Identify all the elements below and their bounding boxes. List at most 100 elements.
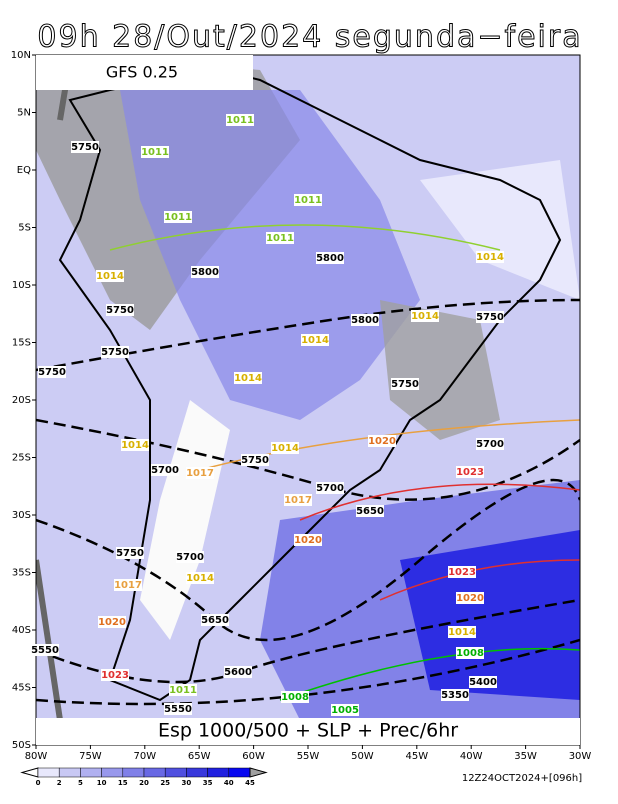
lat-label: 25S [12, 453, 31, 464]
contour-label-bg [456, 466, 484, 478]
lat-label: 45S [12, 683, 31, 694]
model-box [36, 55, 253, 90]
contour-label-bg [448, 566, 476, 578]
contour-label: 1017 [114, 580, 142, 591]
contour-label: 5350 [441, 690, 469, 701]
contour-label: 5800 [316, 253, 344, 264]
colorbar-bin [143, 767, 166, 778]
contour-label-bg [476, 438, 504, 450]
contour-label: 5800 [351, 315, 379, 326]
contour-label-bg [106, 304, 134, 316]
contour-label-bg [121, 439, 149, 451]
lat-label: 15S [12, 338, 31, 349]
contour-label-bg [331, 704, 359, 716]
lon-label: 30W [569, 751, 592, 762]
contour-label-bg [456, 647, 484, 659]
contour-label: 5700 [316, 483, 344, 494]
contour-label-bg [186, 572, 214, 584]
contour-label-bg [71, 141, 99, 153]
contour-label-bg [164, 703, 192, 715]
contour-label: 1020 [456, 593, 484, 604]
lon-label: 45W [405, 751, 428, 762]
contour-label: 5800 [191, 267, 219, 278]
colorbar-bin [164, 767, 187, 778]
contour-label-bg [234, 372, 262, 384]
contour-label-bg [356, 505, 384, 517]
contour-label-bg [151, 464, 179, 476]
contour-label-bg [176, 551, 204, 563]
contour-label: 5750 [71, 142, 99, 153]
contour-label: 1011 [294, 195, 322, 206]
contour-label: 5650 [356, 506, 384, 517]
contour-label: 1014 [121, 440, 149, 451]
colorbar-label: 20 [139, 779, 149, 787]
contour-label: 1008 [456, 648, 484, 659]
contour-label: 1020 [294, 535, 322, 546]
lat-label: 10N [11, 50, 31, 61]
caption: Esp 1000/500 + SLP + Prec/6hr [158, 720, 458, 742]
contour-label: 1023 [456, 467, 484, 478]
lat-label: 40S [12, 625, 31, 636]
lon-label: 75W [79, 751, 102, 762]
contour-label-bg [271, 442, 299, 454]
contour-label: 5700 [476, 439, 504, 450]
contour-label-bg [316, 482, 344, 494]
contour-label-bg [114, 579, 142, 591]
lat-label: 5S [18, 223, 31, 234]
contour-label-bg [448, 626, 476, 638]
contour-label-bg [201, 614, 229, 626]
contour-label: 1017 [284, 495, 312, 506]
contour-label-bg [351, 314, 379, 326]
lon-label: 50W [351, 751, 374, 762]
contour-label-bg [281, 691, 309, 703]
contour-label: 1011 [164, 212, 192, 223]
contour-label: 5700 [176, 552, 204, 563]
contour-label-bg [101, 669, 129, 681]
contour-label-bg [456, 592, 484, 604]
contour-label: 1011 [226, 115, 254, 126]
contour-label: 5550 [164, 704, 192, 715]
contour-label-bg [101, 346, 129, 358]
contour-label: 1014 [234, 373, 262, 384]
colorbar-label: 35 [203, 779, 213, 787]
contour-label: 5750 [476, 312, 504, 323]
contour-label-bg [301, 334, 329, 346]
lat-label: 35S [12, 568, 31, 579]
contour-label-bg [226, 114, 254, 126]
colorbar-bin [101, 767, 124, 778]
colorbar-max-arrow [249, 767, 268, 778]
contour-label-bg [476, 311, 504, 323]
contour-label-bg [164, 211, 192, 223]
contour-label: 5400 [469, 677, 497, 688]
lat-label: 10S [12, 280, 31, 291]
lat-label: 5N [17, 108, 31, 119]
contour-label-bg [191, 266, 219, 278]
colorbar-label: 15 [118, 779, 128, 787]
contour-label-bg [469, 676, 497, 688]
contour-label: 5750 [241, 455, 269, 466]
contour-label-bg [294, 194, 322, 206]
colorbar-label: 40 [224, 779, 234, 787]
colorbar-label: 10 [97, 779, 107, 787]
lat-label: 30S [12, 510, 31, 521]
contour-label: 1023 [101, 670, 129, 681]
colorbar-label: 0 [36, 779, 41, 787]
contour-label: 5750 [101, 347, 129, 358]
contour-label: 5750 [106, 305, 134, 316]
colorbar-label: 30 [182, 779, 192, 787]
contour-label: 1014 [476, 252, 504, 263]
contour-label-bg [316, 252, 344, 264]
contour-label-bg [476, 251, 504, 263]
contour-label: 5650 [201, 615, 229, 626]
contour-label-bg [169, 684, 197, 696]
contour-label-bg [441, 689, 469, 701]
model-label: GFS 0.25 [106, 63, 178, 82]
contour-label: 1014 [301, 335, 329, 346]
contour-label-bg [391, 378, 419, 390]
contour-label: 1014 [448, 627, 476, 638]
colorbar-bin [228, 767, 251, 778]
contour-label-bg [31, 644, 59, 656]
colorbar-min-arrow [20, 767, 39, 778]
contour-label-bg [98, 616, 126, 628]
lon-label: 40W [460, 751, 483, 762]
